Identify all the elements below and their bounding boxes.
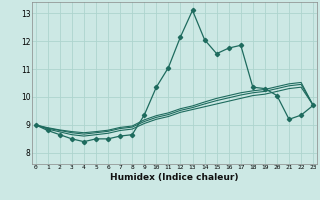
X-axis label: Humidex (Indice chaleur): Humidex (Indice chaleur)	[110, 173, 239, 182]
